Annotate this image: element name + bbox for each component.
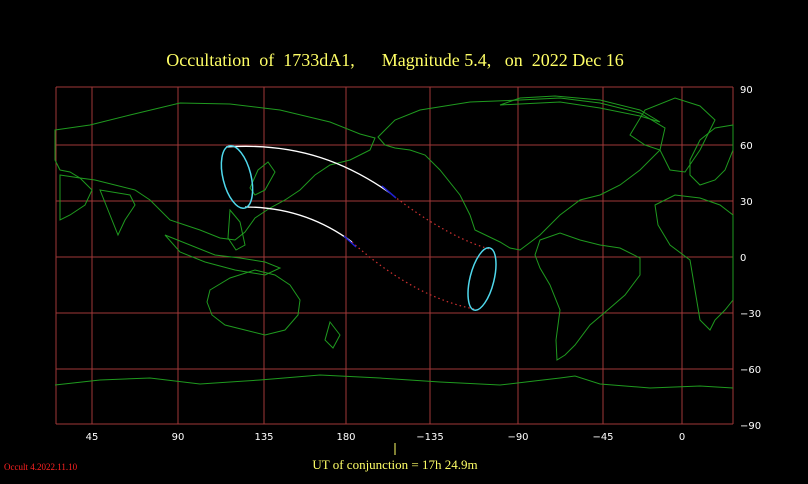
india-coast <box>99 189 136 237</box>
longitude-label: 135 <box>254 432 273 443</box>
northern-limit-daylight <box>389 192 495 251</box>
coastlines <box>54 95 734 389</box>
asia-coast <box>54 102 376 241</box>
arctic-islands-coast <box>499 95 661 123</box>
moon-limb-ellipse-west <box>220 145 254 209</box>
japan-coast <box>249 161 276 196</box>
greenland-coast <box>629 97 716 173</box>
longitude-label: −90 <box>507 432 528 443</box>
australia-coast <box>206 269 301 336</box>
africa-coast <box>654 194 734 331</box>
latitude-label: −60 <box>740 365 761 376</box>
latitude-label: 0 <box>740 253 746 264</box>
axis-labels: 90 60 30 0 −30 −60 −90 45 90 135 180 −135 −90 −45 0 <box>86 85 761 443</box>
northern-limit-twilight <box>381 185 397 199</box>
north-america-coast <box>377 97 666 251</box>
indonesia-coast <box>164 234 282 276</box>
antarctica-coast <box>54 374 734 389</box>
philippines-coast <box>227 208 246 251</box>
longitude-label: 45 <box>86 432 99 443</box>
southern-limit-visible <box>244 206 353 243</box>
ut-of-conjunction: UT of conjunction = 17h 24.9m <box>312 457 478 472</box>
northern-limit-visible <box>225 145 391 194</box>
occultation-paths <box>220 145 497 311</box>
software-version: Occult 4.2022.11.10 <box>4 462 78 472</box>
moon-limb-ellipse-east <box>467 247 497 311</box>
longitude-label: −45 <box>592 432 613 443</box>
latitude-label: 60 <box>740 141 753 152</box>
southern-limit-daylight <box>351 241 481 311</box>
longitude-label: −135 <box>416 432 443 443</box>
coordinate-grid <box>55 86 734 425</box>
south-america-coast <box>534 232 641 361</box>
longitude-label: 180 <box>336 432 355 443</box>
new-zealand-coast <box>324 320 341 349</box>
map-title: Occultation of 1733dA1, Magnitude 5.4, o… <box>166 50 624 70</box>
latitude-label: −30 <box>740 309 761 320</box>
latitude-label: 30 <box>740 197 753 208</box>
longitude-label: 90 <box>172 432 185 443</box>
longitude-label: 0 <box>679 432 685 443</box>
southern-limit-twilight <box>343 235 357 248</box>
arabia-coast <box>59 174 93 221</box>
latitude-label: 90 <box>740 85 753 96</box>
europe-coast <box>689 124 734 186</box>
latitude-label: −90 <box>740 421 761 432</box>
